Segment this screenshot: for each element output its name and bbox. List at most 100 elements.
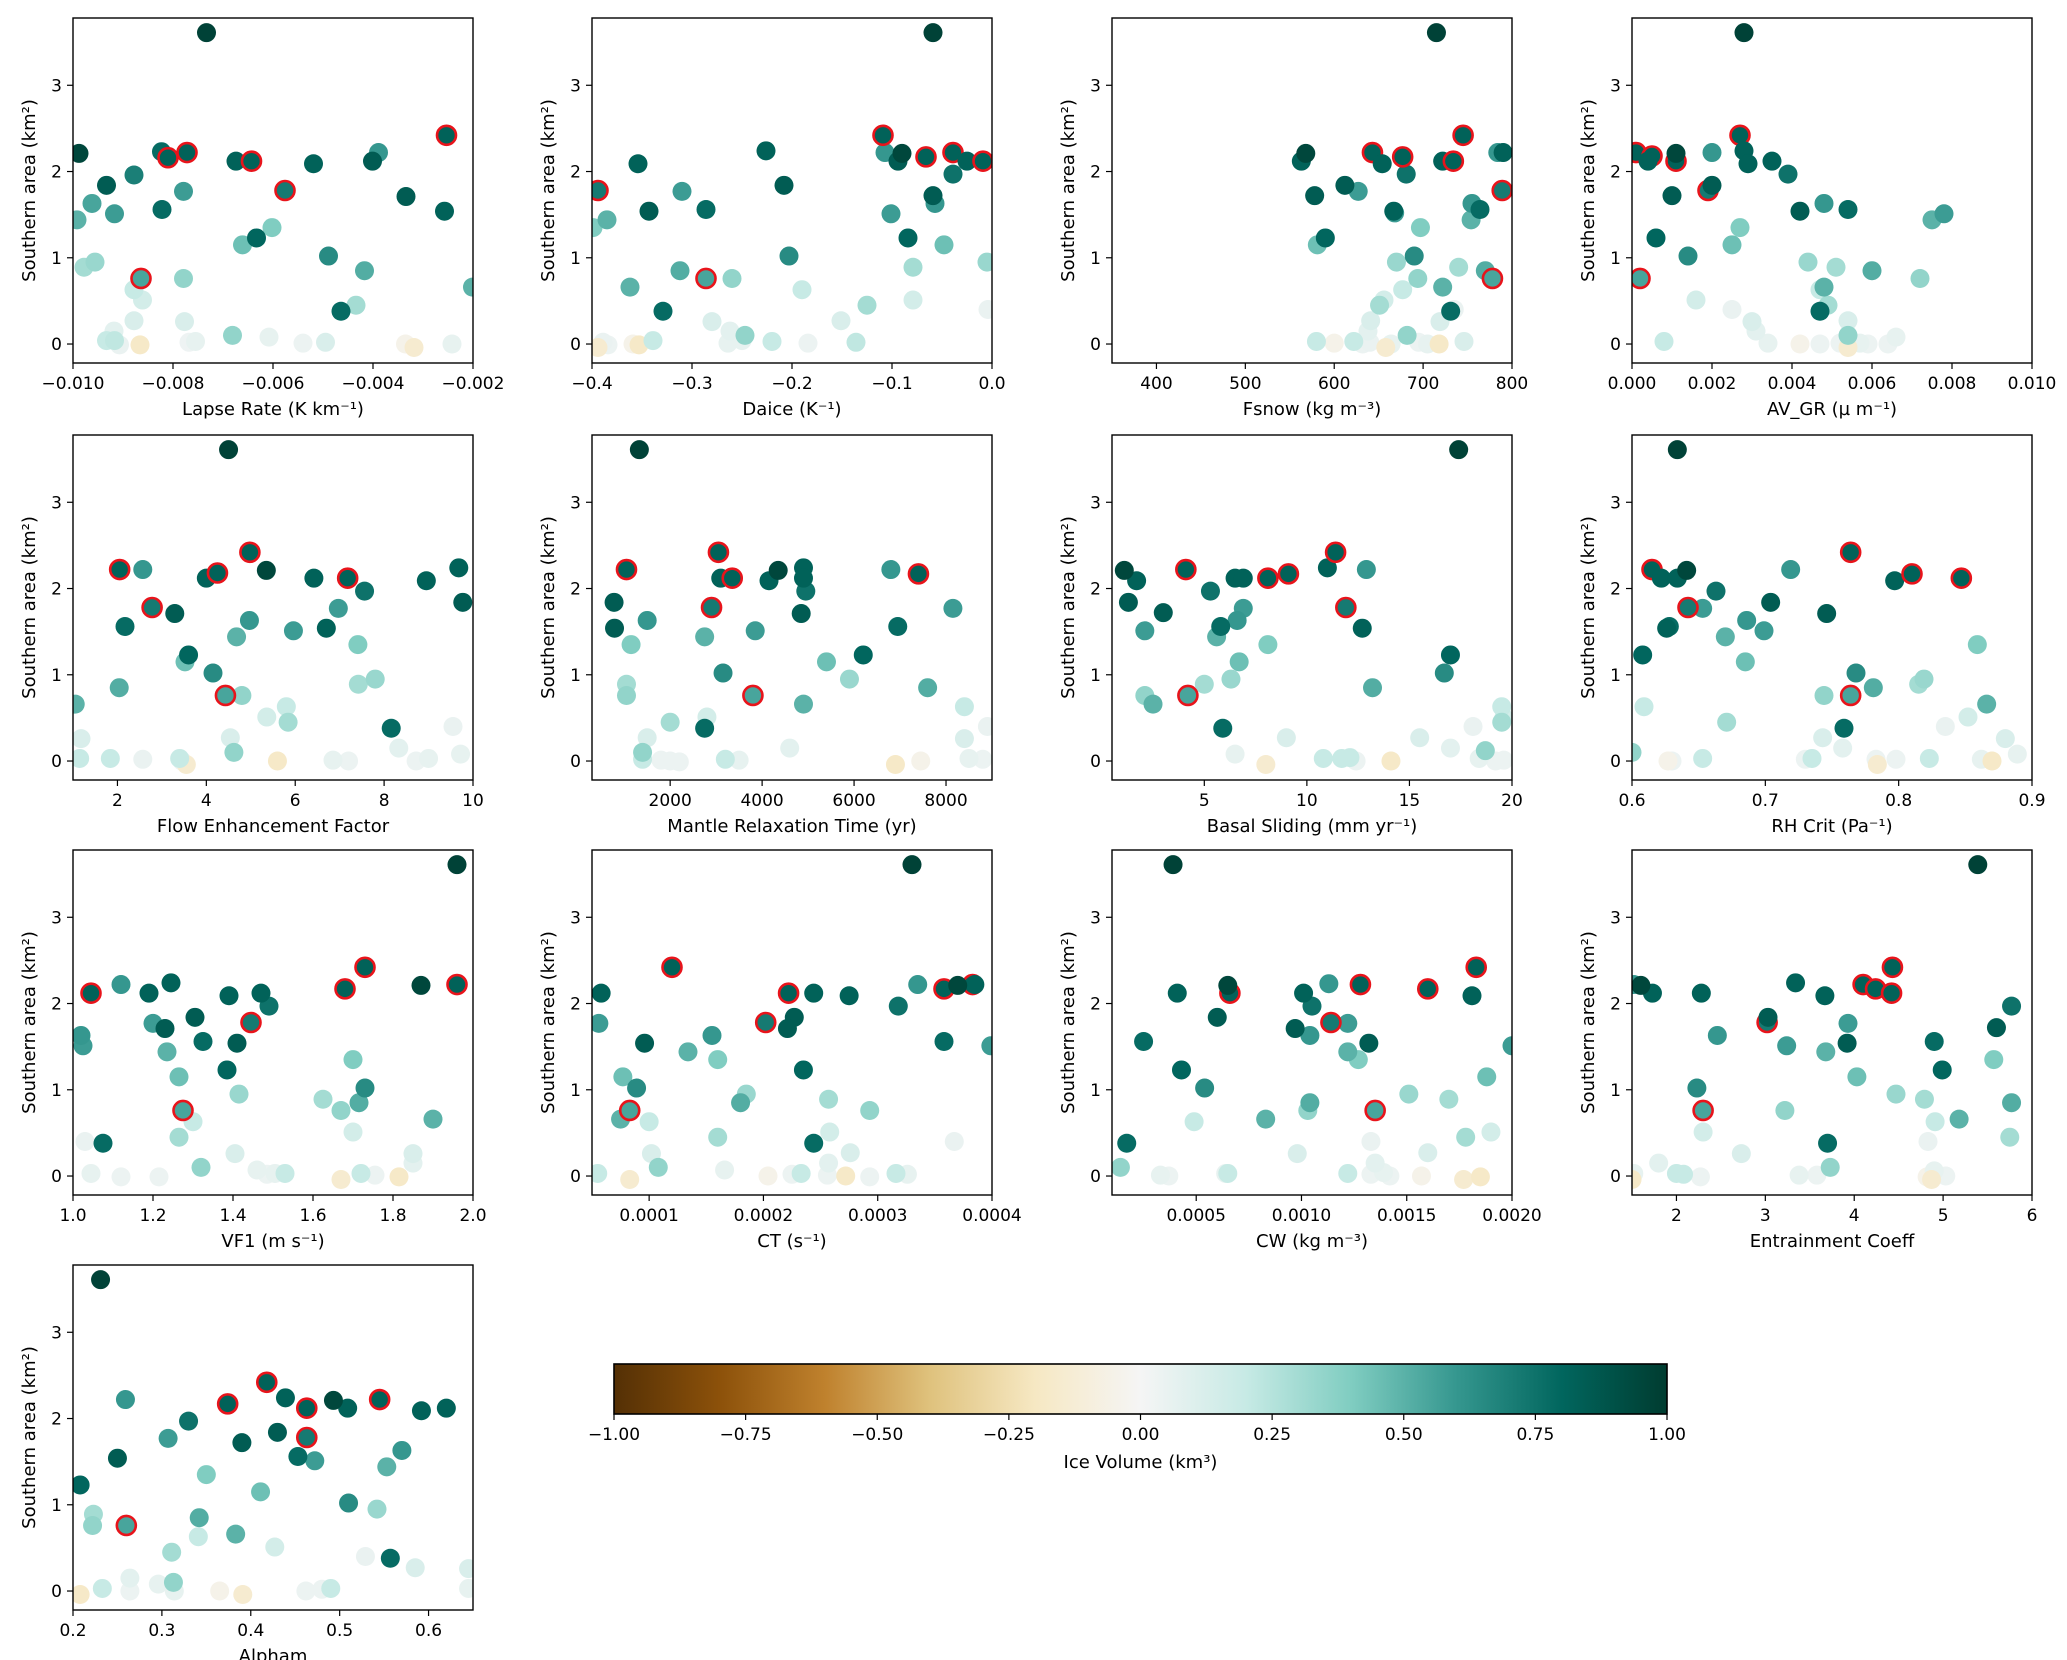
y-tick-label: 1 [1610, 1081, 1621, 1101]
data-point [225, 1144, 245, 1164]
data-point [1678, 246, 1698, 266]
data-point [1492, 712, 1512, 732]
data-point [934, 1031, 954, 1051]
x-tick-label: 0.0003 [848, 1206, 907, 1226]
data-point-highlighted [1901, 563, 1923, 585]
data-point-highlighted [354, 956, 376, 979]
data-point-highlighted [435, 124, 458, 147]
data-point [1646, 228, 1666, 248]
data-point [1229, 652, 1249, 672]
data-point [453, 592, 473, 612]
y-tick-label: 1 [51, 1496, 62, 1516]
data-point [923, 186, 943, 206]
data-point [860, 1100, 880, 1120]
data-point [1319, 974, 1339, 994]
data-point [1317, 558, 1337, 578]
data-point [1134, 1031, 1154, 1051]
data-point [965, 975, 985, 995]
data-point [846, 332, 866, 352]
data-point [179, 645, 199, 665]
data-point [1440, 738, 1460, 758]
data-point [708, 1127, 728, 1147]
data-point [1361, 311, 1381, 331]
data-point [139, 983, 159, 1003]
data-point-highlighted [240, 150, 263, 172]
data-point [1410, 728, 1430, 748]
data-point [75, 1132, 95, 1152]
data-point [355, 1547, 375, 1567]
data-point [1481, 1122, 1501, 1142]
data-point [1918, 1132, 1938, 1152]
x-tick-label: 0.4 [237, 1621, 264, 1641]
data-point [1135, 621, 1155, 641]
data-point [305, 1451, 325, 1471]
data-point [1984, 1050, 2004, 1070]
data-point [1789, 1165, 1809, 1185]
data-point [695, 627, 715, 647]
data-point [1949, 1109, 1969, 1129]
x-tick-label: 1.2 [139, 1206, 166, 1226]
data-point [1233, 568, 1253, 588]
y-tick-label: 2 [1090, 580, 1101, 600]
data-point [262, 218, 282, 238]
y-tick-label: 3 [51, 76, 62, 96]
y-tick-label: 1 [51, 249, 62, 269]
data-point [1731, 1144, 1751, 1164]
subplot-vf1: 1.0 1.2 1.4 1.6 1.8 2.0 0 1 2 3 VF1 (m s⁻¹) Souther… [19, 849, 487, 1252]
data-point [1475, 741, 1495, 761]
data-point [1112, 1157, 1130, 1177]
data-point [283, 621, 303, 641]
y-axis-label: Southern area (km²) [19, 516, 40, 699]
x-tick-label: 800 [1496, 374, 1528, 394]
y-axis-label: Southern area (km²) [538, 99, 559, 282]
x-tick-label: 0.0 [978, 374, 1005, 394]
data-point [1837, 1033, 1857, 1053]
data-point [203, 663, 223, 683]
data-point [1306, 331, 1326, 351]
data-point [1287, 1144, 1307, 1164]
axes-frame [1111, 434, 1513, 781]
data-point [233, 1584, 253, 1604]
data-point [449, 558, 469, 578]
data-point [1338, 1163, 1358, 1183]
subplot-ct: 0.0001 0.0002 0.0003 0.0004 0 1 2 3 CT (s⁻¹) Sout… [538, 849, 1022, 1252]
data-point [756, 141, 776, 161]
y-tick-label: 3 [570, 76, 581, 96]
data-point [957, 151, 977, 171]
x-axis-label: RH Crit (Pa⁻¹) [1771, 816, 1892, 837]
data-point [1846, 663, 1866, 683]
x-tick-label: 2.0 [459, 1206, 486, 1226]
data-point [296, 1581, 316, 1601]
x-tick-label: 700 [1407, 374, 1439, 394]
subplot-rh-crit: 0.6 0.7 0.8 0.9 0 1 2 3 RH Crit (Pa⁻¹) Southern a… [1578, 434, 2046, 837]
data-point [918, 678, 938, 698]
x-tick-label: 8 [379, 791, 390, 811]
data-point [613, 1067, 633, 1087]
data-point [1634, 697, 1654, 717]
data-point [1381, 751, 1401, 771]
data-point [191, 1157, 211, 1177]
x-tick-label: 1.6 [299, 1206, 326, 1226]
x-tick-label: 600 [1318, 374, 1350, 394]
data-point-highlighted [1175, 558, 1197, 581]
data-point [1492, 697, 1512, 717]
data-point [1462, 986, 1482, 1006]
x-tick-label: −0.010 [42, 374, 105, 394]
x-tick-label: 8000 [924, 791, 967, 811]
y-tick-label: 2 [570, 163, 581, 183]
x-tick-label: 4 [201, 791, 212, 811]
subplot-alpham: 0.2 0.3 0.4 0.5 0.6 0 1 2 3 Alpham Southern area (… [19, 1264, 474, 1660]
x-tick-label: 0.0005 [1166, 1206, 1225, 1226]
data-point-highlighted [1320, 1011, 1342, 1034]
data-point [1862, 261, 1882, 281]
data-point [902, 855, 922, 875]
data-point [346, 295, 366, 315]
x-axis-label: VF1 (m s⁻¹) [221, 1231, 324, 1252]
x-tick-label: 6 [2027, 1206, 2038, 1226]
data-point [196, 1465, 216, 1485]
axes-frame [72, 1264, 474, 1611]
x-axis-label: Mantle Relaxation Time (yr) [667, 816, 916, 837]
data-point [819, 1089, 839, 1109]
x-tick-label: 6 [290, 791, 301, 811]
y-axis-label: Southern area (km²) [1578, 99, 1599, 282]
